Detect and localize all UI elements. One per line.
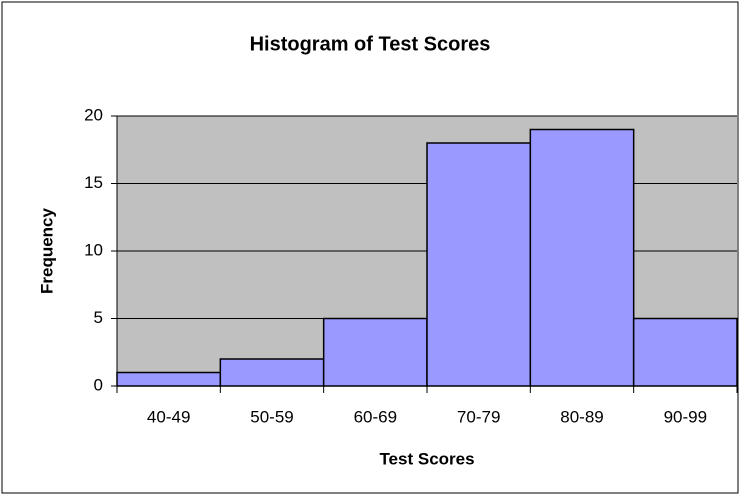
bar	[529, 128, 635, 387]
x-tick-label: 40-49	[147, 407, 190, 426]
x-tick-label: 60-69	[354, 407, 397, 426]
y-tick-label: 0	[94, 375, 103, 394]
y-tick-label: 5	[94, 308, 103, 327]
x-axis-title: Test Scores	[379, 449, 474, 468]
x-tick-label: 70-79	[457, 407, 500, 426]
bar	[322, 317, 428, 387]
y-axis-title: Frequency	[37, 207, 56, 294]
x-tick-label: 80-89	[560, 407, 603, 426]
x-tick-label: 50-59	[250, 407, 293, 426]
y-tick-label: 15	[84, 173, 103, 192]
bar	[116, 371, 222, 387]
bar	[219, 358, 325, 387]
chart-title: Histogram of Test Scores	[250, 33, 491, 55]
x-tick-label: 90-99	[664, 407, 707, 426]
y-tick-label: 10	[84, 240, 103, 259]
y-tick-label: 20	[84, 105, 103, 124]
bar	[426, 142, 532, 387]
bar	[632, 317, 738, 387]
